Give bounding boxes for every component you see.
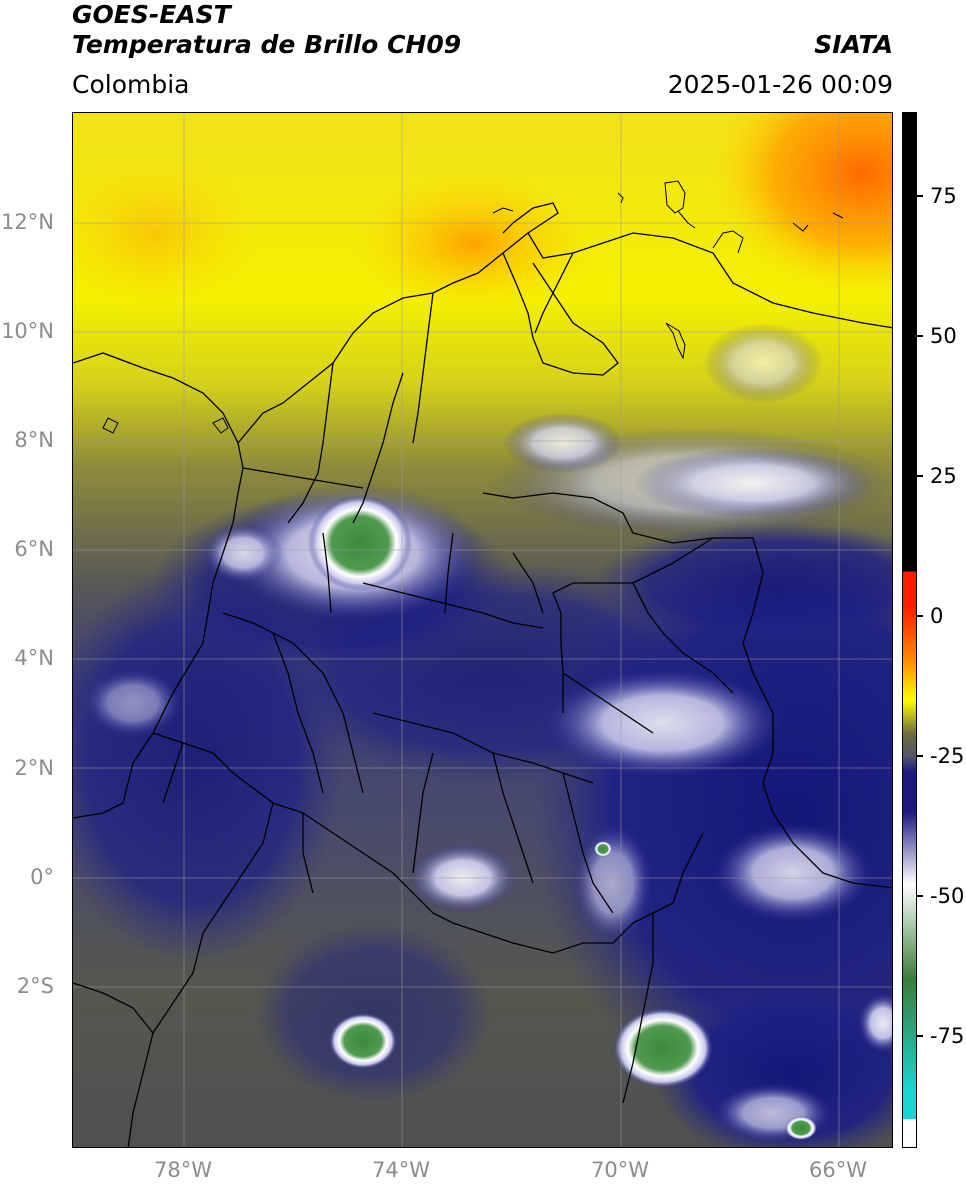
colorbar-tick-label: -50	[930, 884, 965, 908]
colorbar-tick-label: 0	[930, 604, 944, 628]
colorbar-tick-label: 25	[930, 464, 957, 488]
colorbar-tick-mark	[917, 195, 923, 197]
colorbar-tick-label: 50	[930, 324, 957, 348]
colorbar-tick-label: -75	[930, 1024, 965, 1048]
lat-label-6n: 6°N	[14, 537, 54, 561]
lat-label-8n: 8°N	[14, 428, 54, 452]
lat-label-0: 0°	[30, 865, 54, 889]
lon-label-70w: 70°W	[591, 1158, 649, 1182]
satellite-map	[72, 112, 893, 1148]
lon-label-74w: 74°W	[372, 1158, 430, 1182]
colorbar-tick-mark	[917, 335, 923, 337]
organization-label: SIATA	[814, 30, 893, 59]
lat-label-4n: 4°N	[14, 646, 54, 670]
region-label: Colombia	[72, 70, 190, 99]
lat-label-2s: 2°S	[16, 974, 54, 998]
lon-label-66w: 66°W	[809, 1158, 867, 1182]
colorbar-tick-mark	[917, 615, 923, 617]
colorbar-tick-mark	[917, 1035, 923, 1037]
colorbar-tick-mark	[917, 755, 923, 757]
lat-label-2n: 2°N	[14, 756, 54, 780]
lon-label-78w: 78°W	[154, 1158, 212, 1182]
colorbar	[902, 112, 917, 1148]
colorbar-tick-mark	[917, 475, 923, 477]
satellite-title: GOES-EAST	[72, 0, 231, 29]
satellite-imagery	[73, 113, 892, 1147]
colorbar-tick-label: 75	[930, 184, 957, 208]
lat-label-10n: 10°N	[1, 319, 54, 343]
timestamp-label: 2025-01-26 00:09	[667, 70, 893, 99]
colorbar-tick-mark	[917, 895, 923, 897]
lat-label-12n: 12°N	[1, 210, 54, 234]
colorbar-tick-label: -25	[930, 744, 965, 768]
product-title: Temperatura de Brillo CH09	[72, 30, 462, 59]
